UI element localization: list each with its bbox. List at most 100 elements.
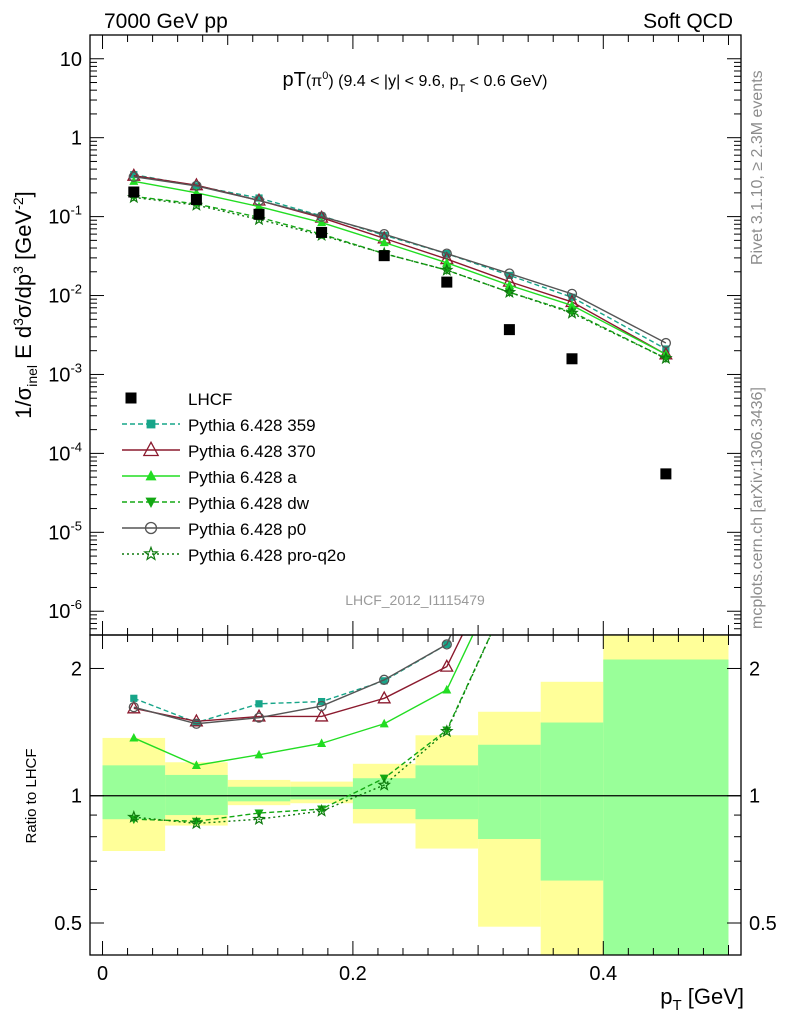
data-point-lhcf xyxy=(660,468,672,480)
ratio-point-pythia-6-428-p0 xyxy=(128,702,139,713)
series-point-pythia-6-428-a xyxy=(442,257,452,267)
ratio-point-pythia-6-428-dw xyxy=(191,817,201,827)
ratio-point-pythia-6-428-p0 xyxy=(441,639,452,650)
y-tick-label: 1 xyxy=(71,128,82,150)
analysis-label: LHCF_2012_I1115479 xyxy=(345,592,485,608)
data-point-lhcf xyxy=(503,324,515,336)
series-point-pythia-6-428-359 xyxy=(380,231,388,239)
series-line-pythia-6-428-p0 xyxy=(133,176,667,344)
x-tick-label: 0.2 xyxy=(339,963,367,985)
ratio-tick-label-right: 0.5 xyxy=(749,913,777,935)
ratio-point-pythia-6-428-pro-q2o xyxy=(377,777,391,791)
y-tick-label: 10-6 xyxy=(48,597,82,623)
legend-label-pythia-6-428-359: Pythia 6.428 359 xyxy=(188,416,316,435)
data-point-lhcf xyxy=(253,208,265,220)
series-point-pythia-6-428-359 xyxy=(568,293,576,301)
ratio-point-pythia-6-428-p0 xyxy=(253,712,265,723)
main-plot-area xyxy=(126,168,673,480)
legend-label-lhcf: LHCF xyxy=(188,390,232,409)
y-tick-label: 10-4 xyxy=(48,439,82,465)
ratio-point-pythia-6-428-pro-q2o xyxy=(314,803,329,817)
legend-label-pythia-6-428-a: Pythia 6.428 a xyxy=(188,468,297,487)
band-stat xyxy=(478,744,541,840)
legend-marker-pythia-6-428-dw xyxy=(145,497,157,509)
data-point-lhcf xyxy=(128,186,140,198)
series-point-pythia-6-428-pro-q2o xyxy=(565,305,579,319)
legend: LHCF Pythia 6.428 359 Pythia 6.428 370 Pyth… xyxy=(122,390,346,565)
series-point-pythia-6-428-pro-q2o xyxy=(440,262,454,276)
ratio-line-pythia-6-428-p0 xyxy=(133,635,452,725)
legend-label-pythia-6-428-pro-q2o: Pythia 6.428 pro-q2o xyxy=(188,546,346,565)
series-point-pythia-6-428-a xyxy=(379,237,389,247)
series-point-pythia-6-428-pro-q2o xyxy=(502,285,517,299)
ratio-point-pythia-6-428-359 xyxy=(255,700,263,708)
ratio-line-pythia-6-428-pro-q2o xyxy=(133,635,492,825)
ratio-point-pythia-6-428-359 xyxy=(130,694,138,702)
ratio-point-pythia-6-428-pro-q2o xyxy=(440,724,454,738)
series-point-pythia-6-428-p0 xyxy=(128,171,139,182)
ratio-plot-area xyxy=(90,635,741,955)
series-point-pythia-6-428-a xyxy=(567,300,577,309)
series-point-pythia-6-428-a xyxy=(317,217,327,227)
ratio-point-pythia-6-428-a xyxy=(442,684,452,694)
series-point-pythia-6-428-p0 xyxy=(379,228,390,240)
band-stat xyxy=(540,722,604,881)
ratio-frame xyxy=(89,634,742,956)
ratio-tick-label-right: 2 xyxy=(749,658,760,680)
legend-label-pythia-6-428-p0: Pythia 6.428 p0 xyxy=(188,520,306,539)
series-point-pythia-6-428-a xyxy=(504,280,514,289)
ratio-point-pythia-6-428-370 xyxy=(377,690,392,704)
band-stat xyxy=(603,659,729,955)
ratio-tick-label: 0.5 xyxy=(54,913,82,935)
ratio-point-pythia-6-428-370 xyxy=(314,708,329,722)
ratio-line-pythia-6-428-359 xyxy=(133,635,452,724)
data-point-lhcf xyxy=(378,250,390,262)
band-stat xyxy=(227,786,291,802)
ratio-point-pythia-6-428-a xyxy=(129,732,139,742)
y-tick-label: 10 xyxy=(60,49,82,71)
chart-title: pT(π0) (9.4 < |y| < 9.6, pT < 0.6 GeV) xyxy=(283,69,548,95)
ratio-point-pythia-6-428-a xyxy=(379,718,389,728)
ratio-tick-label: 1 xyxy=(71,786,82,808)
series-point-pythia-6-428-359 xyxy=(255,194,263,202)
band-stat xyxy=(165,774,228,816)
legend-label-pythia-6-428-dw: Pythia 6.428 dw xyxy=(188,494,310,513)
header-energy: 7000 GeV pp xyxy=(104,10,228,33)
ratio-point-pythia-6-428-a xyxy=(317,738,327,747)
ratio-point-pythia-6-428-p0 xyxy=(316,700,327,712)
legend-marker-pythia-6-428-a xyxy=(145,469,157,481)
ratio-point-pythia-6-428-a xyxy=(254,749,264,759)
data-point-lhcf xyxy=(566,353,578,365)
data-point-lhcf xyxy=(190,193,202,205)
ratio-point-pythia-6-428-dw xyxy=(317,805,327,815)
mcplots-reference: mcplots.cern.ch [arXiv:1306.3436] xyxy=(749,387,766,629)
y-tick-label: 10-3 xyxy=(48,360,82,386)
series-point-pythia-6-428-p0 xyxy=(566,288,578,300)
series-point-pythia-6-428-a xyxy=(254,201,264,211)
series-point-pythia-6-428-359 xyxy=(130,171,138,179)
data-point-lhcf xyxy=(316,226,328,238)
x-tick-label: 0 xyxy=(97,963,108,985)
band-stat xyxy=(290,786,353,800)
ratio-point-pythia-6-428-p0 xyxy=(379,674,390,685)
x-tick-label: 0.4 xyxy=(589,963,617,985)
ratio-line-pythia-6-428-370 xyxy=(133,635,464,722)
series-point-pythia-6-428-p0 xyxy=(191,180,202,192)
ratio-point-pythia-6-428-pro-q2o xyxy=(127,810,141,823)
legend-marker-lhcf xyxy=(125,392,137,404)
legend-label-pythia-6-428-370: Pythia 6.428 370 xyxy=(188,442,316,461)
ratio-tick-label: 2 xyxy=(71,658,82,680)
ratio-point-pythia-6-428-370 xyxy=(439,658,454,672)
series-point-pythia-6-428-p0 xyxy=(660,337,672,349)
series-point-pythia-6-428-p0 xyxy=(316,211,327,222)
ratio-point-pythia-6-428-359 xyxy=(192,718,201,727)
legend-marker-pythia-6-428-p0 xyxy=(144,521,158,535)
ratio-point-pythia-6-428-pro-q2o xyxy=(189,816,204,830)
ratio-point-pythia-6-428-pro-q2o xyxy=(252,812,266,825)
band-stat xyxy=(415,765,479,820)
y-tick-label: 10-5 xyxy=(48,518,82,544)
y-axis-label: 1/σinel E d3σ/dp3 [GeV-2] xyxy=(10,191,40,418)
rivet-version: Rivet 3.1.10, ≥ 2.3M events xyxy=(749,70,766,265)
legend-marker-pythia-6-428-pro-q2o xyxy=(143,545,159,561)
